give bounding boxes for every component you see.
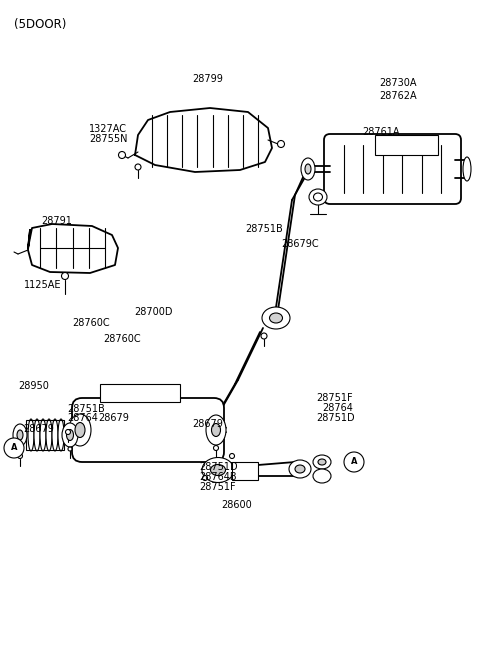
Ellipse shape	[289, 460, 311, 478]
Ellipse shape	[277, 141, 285, 147]
Text: 28760C: 28760C	[72, 318, 109, 328]
Text: 28755N: 28755N	[89, 134, 127, 144]
Ellipse shape	[202, 457, 234, 482]
Text: 28600: 28600	[221, 500, 252, 510]
Text: 28751F: 28751F	[199, 482, 236, 492]
Text: 1327AC: 1327AC	[89, 124, 127, 134]
Text: A: A	[11, 444, 17, 453]
Ellipse shape	[261, 333, 267, 339]
Ellipse shape	[269, 313, 283, 323]
Text: 28730A: 28730A	[379, 78, 417, 88]
Text: 28764: 28764	[323, 403, 353, 413]
Text: 28950: 28950	[18, 381, 49, 391]
Ellipse shape	[13, 424, 27, 446]
Ellipse shape	[135, 164, 141, 170]
Ellipse shape	[305, 164, 311, 174]
Bar	[26, 420, 64, 450]
Ellipse shape	[28, 419, 34, 451]
Text: 28799: 28799	[192, 74, 223, 84]
Ellipse shape	[69, 414, 91, 446]
Text: 28764: 28764	[67, 413, 98, 423]
Ellipse shape	[313, 455, 331, 469]
Text: 28791: 28791	[41, 216, 72, 226]
FancyBboxPatch shape	[324, 134, 461, 204]
Ellipse shape	[214, 446, 218, 451]
Text: 28764B: 28764B	[199, 472, 237, 482]
Ellipse shape	[17, 430, 23, 440]
Ellipse shape	[229, 453, 235, 459]
Ellipse shape	[318, 459, 326, 465]
Text: 28761A: 28761A	[362, 127, 400, 137]
Text: 28751D: 28751D	[199, 462, 238, 472]
Ellipse shape	[46, 419, 52, 451]
Bar	[232, 462, 258, 480]
Ellipse shape	[211, 465, 226, 475]
Circle shape	[4, 438, 24, 458]
Polygon shape	[135, 108, 272, 172]
Ellipse shape	[212, 424, 220, 436]
FancyBboxPatch shape	[72, 398, 224, 462]
Ellipse shape	[463, 157, 471, 181]
Ellipse shape	[61, 273, 69, 279]
Ellipse shape	[262, 307, 290, 329]
Ellipse shape	[75, 422, 85, 438]
Ellipse shape	[58, 419, 64, 451]
Text: 1125AE: 1125AE	[24, 280, 61, 290]
Ellipse shape	[34, 419, 40, 451]
Ellipse shape	[301, 158, 315, 180]
Bar	[375, 135, 438, 155]
Text: 28700D: 28700D	[134, 307, 173, 317]
Polygon shape	[28, 224, 118, 273]
Ellipse shape	[309, 189, 327, 205]
Circle shape	[344, 452, 364, 472]
Ellipse shape	[313, 469, 331, 483]
Text: 28751F: 28751F	[316, 393, 352, 403]
Ellipse shape	[313, 193, 323, 201]
Text: 28679: 28679	[192, 419, 223, 429]
Text: 28751B: 28751B	[245, 224, 283, 234]
Text: 28751D: 28751D	[316, 413, 354, 423]
Ellipse shape	[17, 453, 23, 459]
Ellipse shape	[206, 415, 226, 445]
Ellipse shape	[295, 465, 305, 473]
Text: 28760C: 28760C	[103, 334, 141, 344]
Text: (5DOOR): (5DOOR)	[14, 18, 66, 31]
Text: A: A	[351, 457, 357, 467]
Ellipse shape	[203, 475, 207, 480]
Ellipse shape	[68, 447, 72, 451]
Bar	[100, 384, 180, 402]
Text: 28679: 28679	[23, 424, 54, 434]
Ellipse shape	[52, 419, 58, 451]
Text: 28679C: 28679C	[281, 239, 318, 249]
Ellipse shape	[119, 152, 125, 158]
Ellipse shape	[62, 423, 78, 447]
Text: 28762A: 28762A	[379, 91, 417, 101]
Text: 28679: 28679	[98, 413, 129, 423]
Text: 28751B: 28751B	[67, 404, 105, 414]
Ellipse shape	[67, 430, 73, 440]
Ellipse shape	[40, 419, 46, 451]
Ellipse shape	[65, 430, 71, 434]
